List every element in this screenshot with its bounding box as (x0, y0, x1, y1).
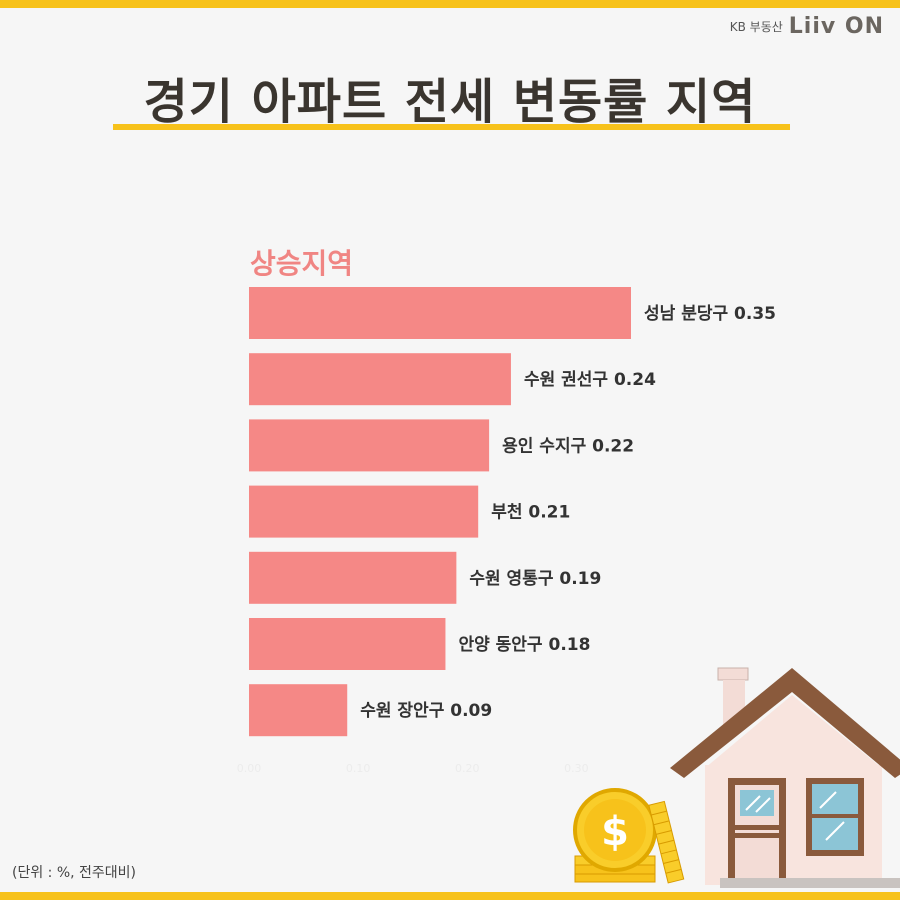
bar-label-3: 부천 0.21 (491, 503, 570, 523)
bar-5 (249, 618, 446, 670)
title-container: 경기 아파트 전세 변동률 지역 (0, 62, 900, 132)
bar-label-5: 안양 동안구 0.18 (458, 635, 590, 655)
bar-label-6: 수원 장안구 0.09 (360, 701, 492, 721)
house-illustration: $ (573, 667, 900, 888)
x-tick-label-0: 0.00 (237, 762, 262, 775)
liiv-on-logo: Liiv ON (788, 14, 884, 39)
section-label: 상승지역 (250, 247, 354, 280)
title-underline (113, 124, 790, 130)
brand-logo-area: KB 부동산 Liiv ON (730, 14, 884, 39)
x-tick-label-3: 0.30 (564, 762, 589, 775)
bottom-accent-strip (0, 892, 900, 900)
bar-label-0: 성남 분당구 0.35 (644, 304, 776, 324)
svg-text:$: $ (601, 809, 629, 855)
bar-label-4: 수원 영통구 0.19 (469, 569, 601, 589)
bar-label-1: 수원 권선구 0.24 (524, 370, 656, 390)
house-icon (670, 667, 900, 888)
bar-4 (249, 551, 457, 604)
bar-2 (249, 419, 490, 472)
top-accent-strip (0, 0, 900, 8)
x-tick-label-1: 0.10 (346, 762, 371, 775)
page-title: 경기 아파트 전세 변동률 지역 (143, 74, 757, 130)
bar-label-2: 용인 수지구 0.22 (502, 436, 634, 456)
bar-1 (249, 353, 511, 406)
bar-3 (249, 485, 479, 538)
unit-note: (단위 : %, 전주대비) (12, 865, 137, 881)
x-tick-label-2: 0.20 (455, 762, 480, 775)
coin-stack-icon: $ (573, 788, 685, 884)
bar-0 (249, 287, 631, 339)
bar-6 (249, 684, 348, 737)
brand-kb-text: KB 부동산 (729, 20, 783, 34)
